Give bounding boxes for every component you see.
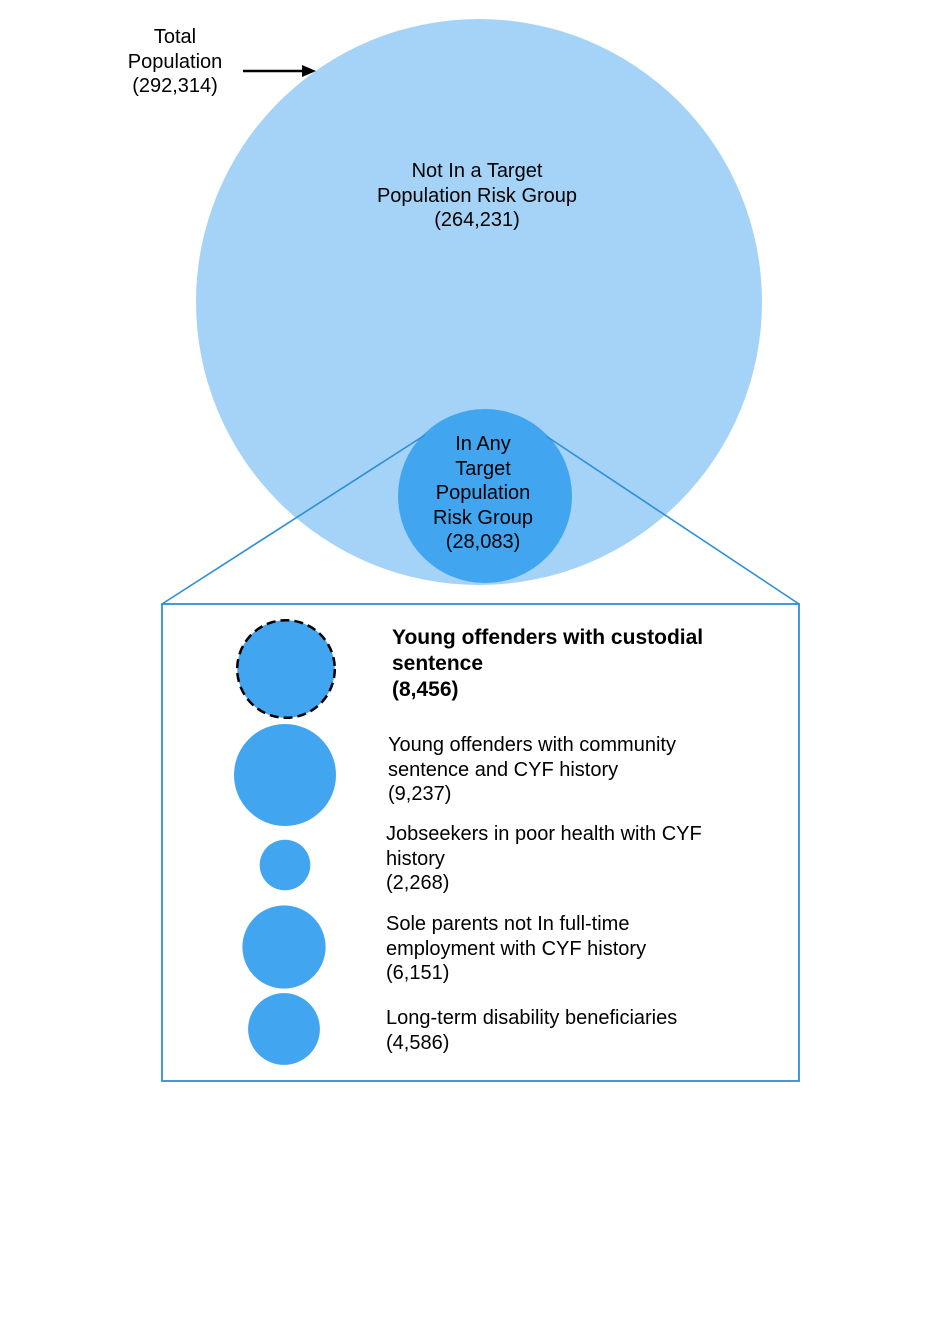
breakdown-box <box>161 603 800 1082</box>
group-circle <box>235 618 337 720</box>
pointer-arrow-head <box>302 65 316 77</box>
group-label-line: Young offenders with custodial <box>392 626 704 649</box>
group-label-line: Young offenders with community <box>388 734 676 756</box>
group-circles <box>234 618 337 1065</box>
group-label-community: Young offenders with community sentence … <box>388 733 788 807</box>
group-label-line: Long-term disability beneficiaries <box>386 1007 678 1029</box>
total-label-value: (292,314) <box>132 75 218 97</box>
not-in-group-value: (264,231) <box>434 209 520 231</box>
in-group-line2: Target <box>455 457 511 480</box>
group-label-line: employment with CYF history <box>386 937 647 960</box>
group-label-line: sentence and CYF history <box>388 758 619 781</box>
group-circle <box>242 905 326 989</box>
not-in-group-line1: Not In a Target <box>411 160 543 182</box>
group-circle <box>248 993 320 1065</box>
group-circle <box>259 839 311 891</box>
group-label-line: Jobseekers in poor health with CYF <box>386 823 702 845</box>
group-label-value: (6,151) <box>386 962 450 984</box>
not-in-group-label: Not In a Target Population Risk Group (2… <box>330 159 624 233</box>
group-label-custodial: Young offenders with custodial sentence … <box>392 625 792 703</box>
group-label-value: (8,456) <box>392 678 459 701</box>
total-label-line1: Total <box>153 26 197 48</box>
group-label-value: (9,237) <box>388 783 452 805</box>
zoom-line-right <box>545 435 800 605</box>
risk-group-circle <box>398 409 572 583</box>
in-group-line3: Population <box>435 482 531 504</box>
total-population-circle <box>196 19 762 585</box>
group-label-sole-parents: Sole parents not In full-time employment… <box>386 912 786 986</box>
in-group-value: (28,083) <box>445 531 521 553</box>
group-label-jobseekers: Jobseekers in poor health with CYF histo… <box>386 822 786 896</box>
total-population-label: Total Population (292,314) <box>95 25 255 99</box>
zoom-line-left <box>161 434 426 605</box>
in-group-label: In Any Target Population Risk Group (28,… <box>403 432 563 555</box>
group-label-line: Sole parents not In full-time <box>386 913 630 935</box>
group-label-value: (4,586) <box>386 1031 450 1054</box>
in-group-line1: In Any <box>455 433 511 455</box>
not-in-group-line2: Population Risk Group <box>376 184 578 207</box>
group-label-disability: Long-term disability beneficiaries (4,58… <box>386 1006 786 1055</box>
group-circle <box>234 724 336 826</box>
total-label-line2: Population <box>127 50 223 73</box>
group-label-line: history <box>386 847 445 870</box>
group-label-value: (2,268) <box>386 872 450 894</box>
in-group-line4: Risk Group <box>432 506 534 529</box>
group-label-line: sentence <box>392 652 484 675</box>
